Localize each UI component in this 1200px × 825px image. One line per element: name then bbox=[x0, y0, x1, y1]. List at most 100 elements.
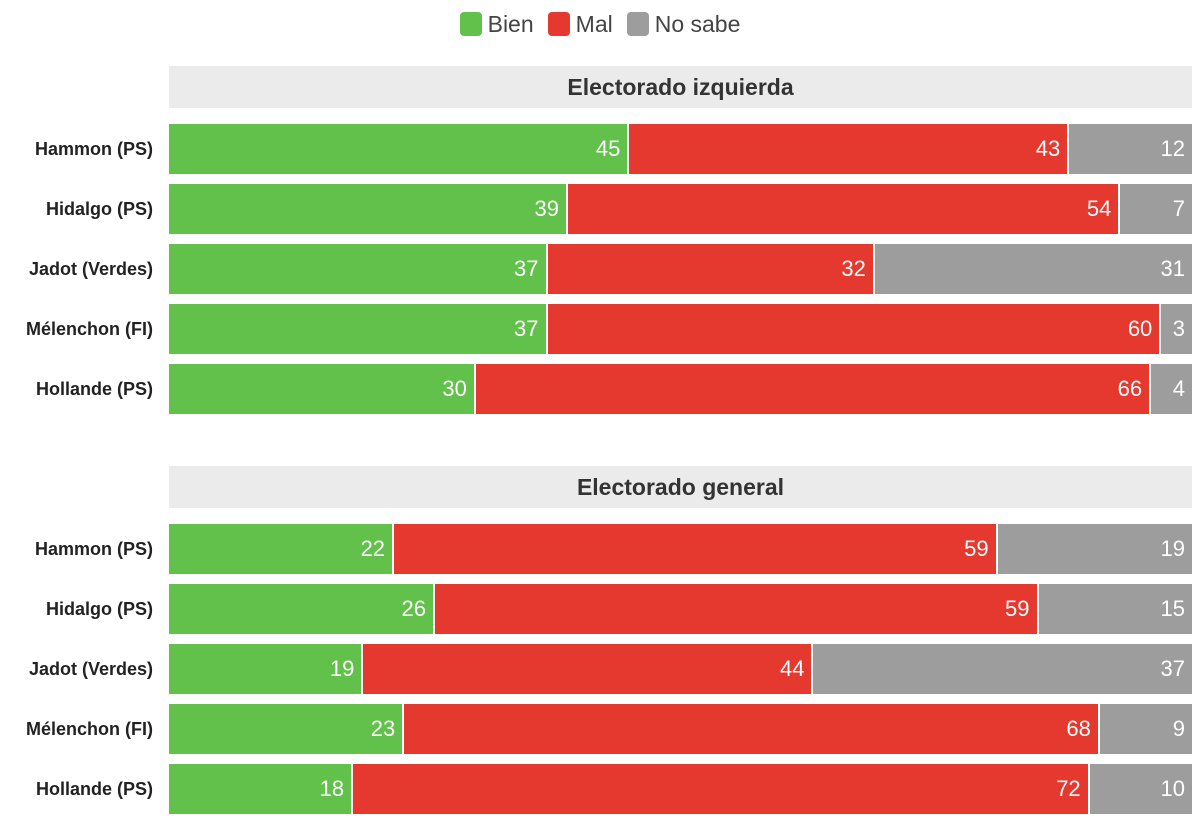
data-label: 43 bbox=[1035, 136, 1061, 161]
category-label: Hollande (PS) bbox=[35, 779, 153, 799]
stacked-bar: 18 72 10 bbox=[169, 764, 1192, 814]
data-label: 72 bbox=[1056, 776, 1081, 801]
legend-label: Mal bbox=[575, 10, 613, 37]
bar-segment-no-sabe: 37 bbox=[813, 644, 1192, 694]
legend-label: Bien bbox=[487, 10, 534, 37]
stacked-bar: 22 59 19 bbox=[169, 524, 1192, 574]
data-label: 23 bbox=[370, 716, 396, 741]
legend-item: No sabe bbox=[626, 10, 741, 38]
bar-segment-no-sabe: 3 bbox=[1161, 304, 1192, 354]
bar-segment-no-sabe: 15 bbox=[1038, 584, 1192, 634]
data-label: 4 bbox=[1172, 376, 1185, 401]
data-label: 22 bbox=[360, 536, 386, 561]
stacked-bar: 39 54 7 bbox=[169, 184, 1192, 234]
bar-segment-bien: 45 bbox=[169, 124, 630, 174]
stacked-bar: 37 60 3 bbox=[169, 304, 1192, 354]
category-label: Hammon (PS) bbox=[34, 539, 153, 559]
category-label: Hidalgo (PS) bbox=[46, 199, 153, 219]
bar-segment-bien: 23 bbox=[169, 704, 405, 754]
panel-title: Electorado general bbox=[169, 466, 1192, 508]
bar-segment-mal: 32 bbox=[547, 244, 875, 294]
data-label: 44 bbox=[779, 656, 805, 681]
data-label: 10 bbox=[1160, 776, 1185, 801]
legend-label: No sabe bbox=[654, 10, 741, 37]
category-label: Mélenchon (FI) bbox=[26, 319, 153, 339]
bar-segment-no-sabe: 4 bbox=[1151, 364, 1192, 414]
bar-segment-mal: 43 bbox=[629, 124, 1070, 174]
data-label: 39 bbox=[534, 196, 559, 221]
data-label: 54 bbox=[1086, 196, 1112, 221]
bar-segment-mal: 54 bbox=[567, 184, 1121, 234]
stacked-bar: 23 68 9 bbox=[169, 704, 1192, 754]
data-label: 37 bbox=[514, 316, 539, 341]
bar-segment-mal: 60 bbox=[547, 304, 1162, 354]
stacked-bar: 30 66 4 bbox=[169, 364, 1192, 414]
bar-segment-no-sabe: 19 bbox=[997, 524, 1192, 574]
chart-panel: Electorado izquierda Hammon (PS) 45 43 12 Hid… bbox=[0, 66, 1200, 424]
category-label: Hidalgo (PS) bbox=[46, 599, 153, 619]
bar-segment-no-sabe: 10 bbox=[1089, 764, 1192, 814]
bar-segment-no-sabe: 31 bbox=[874, 244, 1192, 294]
data-label: 12 bbox=[1160, 136, 1185, 161]
bar-segment-bien: 37 bbox=[169, 304, 548, 354]
bar-row: Jadot (Verdes) 19 44 37 bbox=[0, 644, 1200, 694]
bar-row: Hollande (PS) 18 72 10 bbox=[0, 764, 1200, 814]
bar-segment-bien: 37 bbox=[169, 244, 548, 294]
bar-segment-bien: 30 bbox=[169, 364, 476, 414]
bar-segment-mal: 59 bbox=[434, 584, 1039, 634]
bar-row: Hidalgo (PS) 39 54 7 bbox=[0, 184, 1200, 234]
category-label: Hollande (PS) bbox=[35, 379, 153, 399]
data-label: 37 bbox=[1160, 656, 1185, 681]
bar-segment-bien: 26 bbox=[169, 584, 435, 634]
bar-row: Jadot (Verdes) 37 32 31 bbox=[0, 244, 1200, 294]
data-label: 68 bbox=[1066, 716, 1091, 741]
data-label: 18 bbox=[319, 776, 345, 801]
bar-segment-bien: 19 bbox=[169, 644, 364, 694]
bar-row: Mélenchon (FI) 23 68 9 bbox=[0, 704, 1200, 754]
bar-segment-mal: 68 bbox=[404, 704, 1100, 754]
category-label: Jadot (Verdes) bbox=[28, 659, 153, 679]
data-label: 45 bbox=[595, 136, 621, 161]
bar-row: Hidalgo (PS) 26 59 15 bbox=[0, 584, 1200, 634]
stacked-bar: 45 43 12 bbox=[169, 124, 1192, 174]
chart-panel: Electorado general Hammon (PS) 22 59 19 Hidal… bbox=[0, 466, 1200, 824]
stacked-bar: 26 59 15 bbox=[169, 584, 1192, 634]
data-label: 66 bbox=[1117, 376, 1143, 401]
legend-swatch bbox=[547, 12, 570, 36]
category-label: Jadot (Verdes) bbox=[28, 259, 153, 279]
legend-swatch bbox=[459, 12, 482, 36]
bar-segment-bien: 18 bbox=[169, 764, 354, 814]
data-label: 32 bbox=[841, 256, 866, 281]
bar-segment-no-sabe: 7 bbox=[1120, 184, 1192, 234]
bar-row: Hammon (PS) 22 59 19 bbox=[0, 524, 1200, 574]
bar-segment-mal: 59 bbox=[394, 524, 998, 574]
stacked-bar: 37 32 31 bbox=[169, 244, 1192, 294]
bar-row: Hammon (PS) 45 43 12 bbox=[0, 124, 1200, 174]
data-label: 7 bbox=[1172, 196, 1185, 221]
bar-segment-no-sabe: 9 bbox=[1099, 704, 1192, 754]
bar-segment-mal: 66 bbox=[475, 364, 1152, 414]
panel-title: Electorado izquierda bbox=[169, 66, 1192, 108]
data-label: 60 bbox=[1127, 316, 1153, 341]
legend-swatch bbox=[626, 12, 649, 36]
bar-row: Mélenchon (FI) 37 60 3 bbox=[0, 304, 1200, 354]
chart-legend: Bien Mal No sabe bbox=[0, 8, 1200, 40]
data-label: 3 bbox=[1172, 316, 1185, 341]
bar-segment-bien: 39 bbox=[169, 184, 568, 234]
bar-segment-no-sabe: 12 bbox=[1069, 124, 1192, 174]
data-label: 19 bbox=[1160, 536, 1185, 561]
data-label: 37 bbox=[514, 256, 539, 281]
bar-row: Hollande (PS) 30 66 4 bbox=[0, 364, 1200, 414]
legend-item: Bien bbox=[459, 10, 534, 38]
data-label: 31 bbox=[1160, 256, 1185, 281]
data-label: 26 bbox=[401, 596, 426, 621]
data-label: 19 bbox=[329, 656, 355, 681]
data-label: 15 bbox=[1160, 596, 1185, 621]
stacked-bar: 19 44 37 bbox=[169, 644, 1192, 694]
data-label: 59 bbox=[964, 536, 989, 561]
bar-segment-bien: 22 bbox=[169, 524, 395, 574]
category-label: Mélenchon (FI) bbox=[26, 719, 153, 739]
category-label: Hammon (PS) bbox=[34, 139, 153, 159]
legend-item: Mal bbox=[547, 10, 613, 38]
bar-segment-mal: 44 bbox=[363, 644, 814, 694]
